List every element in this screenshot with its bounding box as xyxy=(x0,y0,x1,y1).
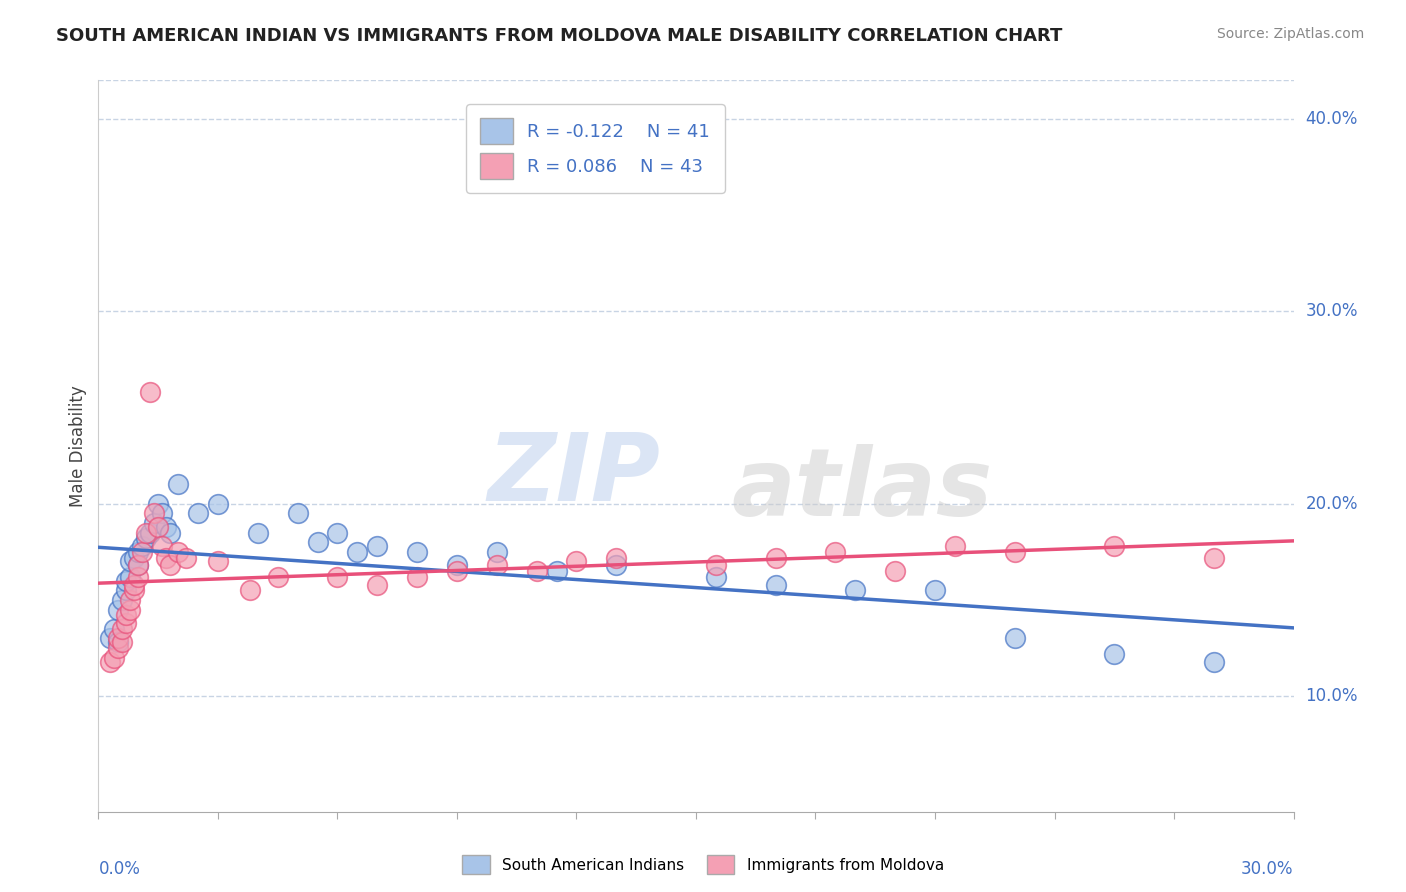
Point xyxy=(143,516,166,530)
Point xyxy=(159,525,181,540)
Point xyxy=(924,583,946,598)
Point xyxy=(131,539,153,553)
Text: 0.0%: 0.0% xyxy=(98,860,141,878)
Point xyxy=(307,535,329,549)
Point xyxy=(150,507,173,521)
Point xyxy=(605,558,627,573)
Point xyxy=(526,564,548,578)
Text: 40.0%: 40.0% xyxy=(1306,110,1358,128)
Point xyxy=(187,507,209,521)
Point xyxy=(546,564,568,578)
Point xyxy=(131,545,153,559)
Point xyxy=(943,539,966,553)
Text: 20.0%: 20.0% xyxy=(1306,495,1358,513)
Point xyxy=(155,550,177,565)
Legend: R = -0.122    N = 41, R = 0.086    N = 43: R = -0.122 N = 41, R = 0.086 N = 43 xyxy=(465,104,724,193)
Point xyxy=(150,539,173,553)
Legend: South American Indians, Immigrants from Moldova: South American Indians, Immigrants from … xyxy=(456,849,950,880)
Point xyxy=(167,545,190,559)
Point xyxy=(765,577,787,591)
Point xyxy=(239,583,262,598)
Point xyxy=(127,558,149,573)
Point xyxy=(124,550,146,565)
Point xyxy=(98,655,122,669)
Point xyxy=(346,545,368,559)
Text: 30.0%: 30.0% xyxy=(1241,860,1294,878)
Point xyxy=(1004,545,1026,559)
Point xyxy=(605,550,627,565)
Point xyxy=(287,507,309,521)
Point xyxy=(98,632,122,646)
Point xyxy=(115,608,138,623)
Point xyxy=(103,622,125,636)
Point xyxy=(107,632,129,646)
Text: 10.0%: 10.0% xyxy=(1306,687,1358,706)
Point xyxy=(124,583,146,598)
Text: Source: ZipAtlas.com: Source: ZipAtlas.com xyxy=(1216,27,1364,41)
Point xyxy=(1202,655,1225,669)
Point xyxy=(326,525,349,540)
Point xyxy=(139,385,162,400)
Text: 30.0%: 30.0% xyxy=(1306,302,1358,320)
Point xyxy=(485,558,508,573)
Point xyxy=(115,583,138,598)
Point xyxy=(1104,539,1126,553)
Point xyxy=(207,554,229,568)
Text: ZIP: ZIP xyxy=(488,429,661,521)
Point xyxy=(446,564,468,578)
Point xyxy=(844,583,866,598)
Point xyxy=(124,577,146,591)
Point xyxy=(120,602,142,616)
Point xyxy=(765,550,787,565)
Point xyxy=(135,532,157,546)
Point xyxy=(704,558,727,573)
Point xyxy=(148,520,170,534)
Point xyxy=(139,525,162,540)
Point xyxy=(120,570,142,584)
Point xyxy=(1004,632,1026,646)
Point xyxy=(115,574,138,588)
Point xyxy=(485,545,508,559)
Text: SOUTH AMERICAN INDIAN VS IMMIGRANTS FROM MOLDOVA MALE DISABILITY CORRELATION CHA: SOUTH AMERICAN INDIAN VS IMMIGRANTS FROM… xyxy=(56,27,1063,45)
Point xyxy=(111,622,134,636)
Point xyxy=(326,570,349,584)
Point xyxy=(565,554,588,568)
Point xyxy=(267,570,290,584)
Point xyxy=(120,554,142,568)
Point xyxy=(406,570,429,584)
Point xyxy=(111,635,134,649)
Point xyxy=(1104,647,1126,661)
Point xyxy=(207,497,229,511)
Point xyxy=(159,558,181,573)
Y-axis label: Male Disability: Male Disability xyxy=(69,385,87,507)
Point xyxy=(107,602,129,616)
Point xyxy=(148,497,170,511)
Point xyxy=(135,525,157,540)
Point xyxy=(446,558,468,573)
Text: atlas: atlas xyxy=(733,444,993,536)
Point xyxy=(174,550,197,565)
Point xyxy=(107,641,129,656)
Point xyxy=(406,545,429,559)
Point xyxy=(127,570,149,584)
Point xyxy=(111,593,134,607)
Point xyxy=(366,539,388,553)
Point xyxy=(704,570,727,584)
Point xyxy=(103,650,125,665)
Point xyxy=(366,577,388,591)
Point xyxy=(1202,550,1225,565)
Point xyxy=(167,477,190,491)
Point xyxy=(115,616,138,631)
Point xyxy=(824,545,846,559)
Point xyxy=(143,507,166,521)
Point xyxy=(155,520,177,534)
Point xyxy=(107,635,129,649)
Point xyxy=(127,558,149,573)
Point xyxy=(120,593,142,607)
Point xyxy=(246,525,269,540)
Point xyxy=(884,564,907,578)
Point xyxy=(127,545,149,559)
